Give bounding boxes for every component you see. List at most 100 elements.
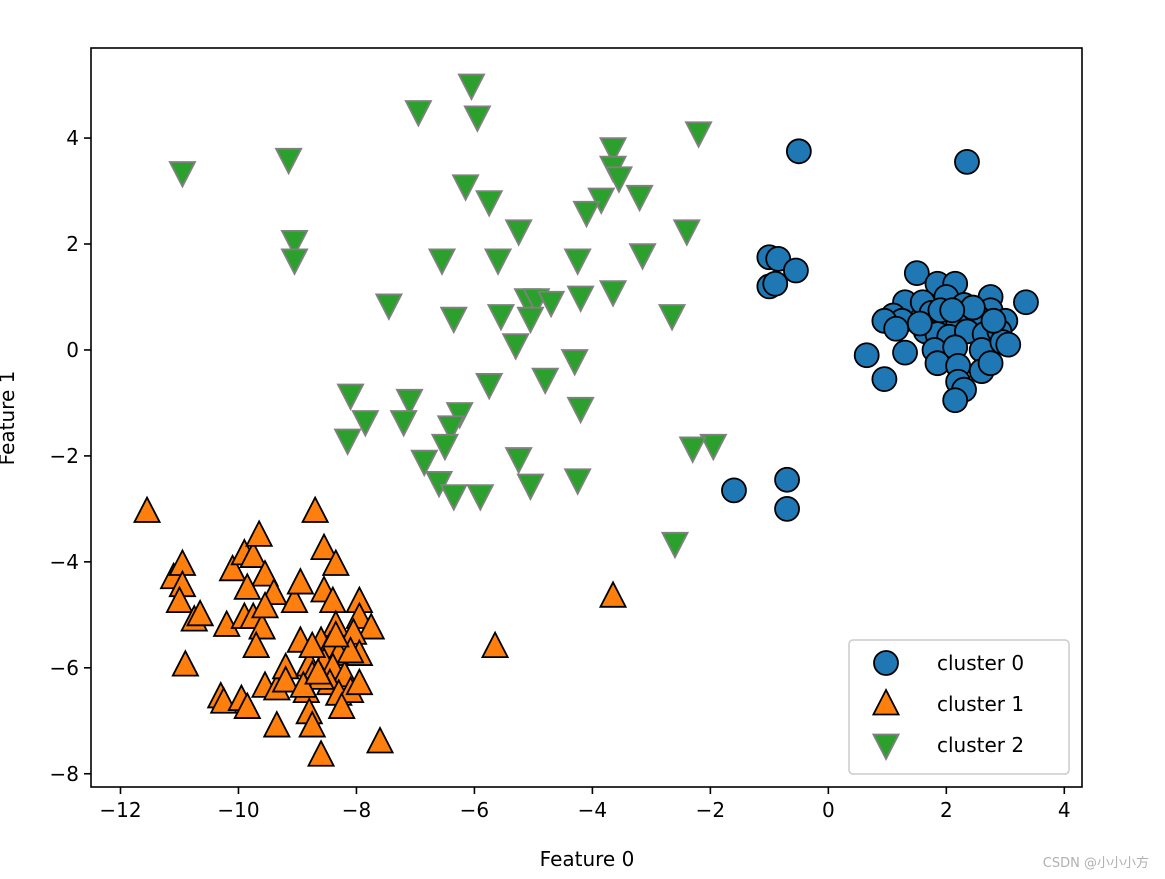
data-point [171,649,200,677]
data-point [298,630,327,659]
data-point [165,585,194,613]
data-point [572,200,601,229]
legend: cluster 0 cluster 1 cluster 2 [848,639,1070,775]
data-point [587,187,616,215]
data-points [132,73,1039,767]
data-point [516,306,545,335]
legend-marker [871,688,901,716]
data-point [345,667,374,696]
data-point [280,248,309,276]
data-point [280,229,309,258]
data-point [309,532,339,561]
data-point [566,396,595,425]
data-point [906,310,933,337]
series-cluster-2 [168,73,728,560]
data-point [404,100,433,128]
series-cluster-0 [721,138,1039,522]
data-point [233,691,262,719]
data-point [563,468,592,496]
data-point [286,567,315,595]
data-point [318,585,347,613]
data-point [563,248,592,276]
data-point [625,184,654,213]
data-point [410,449,439,478]
data-point [486,304,516,332]
data-point [424,470,454,499]
data-point [504,447,533,475]
x-tick-label: −10 [217,798,259,822]
data-point [351,410,380,438]
x-tick-label: 2 [940,798,953,822]
data-point [699,433,728,462]
data-point [765,245,792,272]
data-point [389,410,418,438]
data-point [250,590,280,619]
data-point [395,388,424,417]
data-point [304,657,333,685]
data-point [289,670,318,698]
data-point [271,665,300,693]
data-point [560,349,589,377]
data-point [365,726,395,754]
data-point [306,739,336,767]
legend-label: cluster 0 [937,651,1024,675]
data-point [516,473,545,502]
data-point [939,297,966,324]
data-point [678,436,707,464]
x-axis-label: Feature 0 [540,847,635,871]
data-point [336,383,365,411]
y-tick-label: −2 [50,444,79,468]
data-point [233,572,262,600]
data-point [262,710,291,738]
data-point [430,433,460,462]
data-point [480,630,510,659]
y-tick-label: −6 [50,656,79,680]
data-point [439,484,468,512]
data-point [439,306,468,335]
data-point [785,138,812,165]
data-point [684,121,713,149]
legend-box [848,639,1070,775]
data-point [628,243,657,271]
data-point [239,540,268,568]
data-point [245,519,274,547]
x-tick-label: −12 [99,798,141,822]
data-point [298,710,327,738]
y-tick-label: 4 [66,126,79,150]
legend-marker [873,650,899,676]
data-point [774,495,800,522]
data-point [168,161,197,189]
data-point [942,387,969,414]
data-point [333,428,362,456]
data-point [280,585,309,613]
y-tick-label: 0 [66,338,79,362]
data-point [436,415,465,443]
data-point [672,219,701,247]
data-point [774,466,800,493]
y-axis-label: Feature 1 [0,371,19,466]
x-tick-label: −6 [460,798,489,822]
data-point [321,548,350,576]
y-tick-label: −8 [50,762,79,786]
data-point [660,531,690,560]
data-point [327,691,356,719]
data-point [242,630,271,659]
x-axis-ticks: −12 −10 −8 −6 −4 −2 0 2 4 [99,787,1071,822]
data-point [250,559,280,587]
plot-frame [90,47,1083,788]
data-point [445,402,474,430]
data-point [451,174,480,202]
legend-label: cluster 1 [937,692,1024,716]
data-point [721,477,747,504]
data-point [604,166,634,194]
data-point [475,190,504,218]
data-point [903,260,930,287]
data-point [301,495,330,523]
x-tick-label: 0 [822,798,835,822]
data-point [598,280,628,308]
data-point [321,620,350,648]
data-point [995,331,1022,358]
data-point [892,339,918,366]
data-point [977,350,1004,377]
data-point [783,257,809,284]
